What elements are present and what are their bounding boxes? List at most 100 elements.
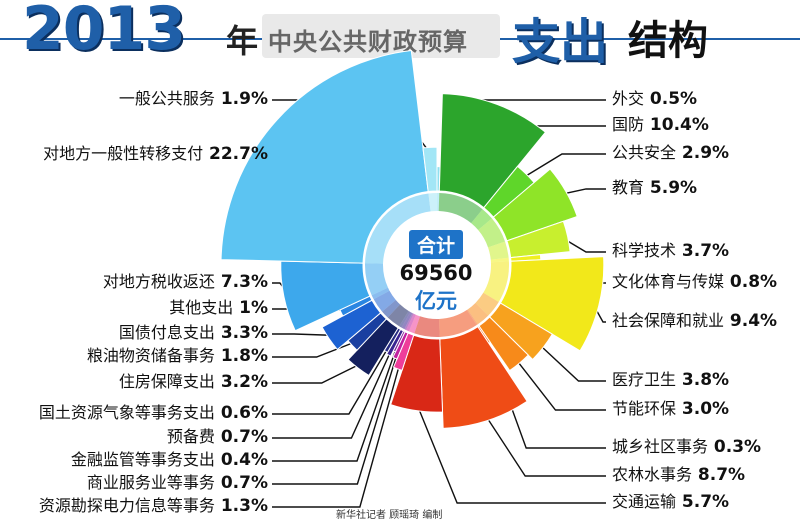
total-value: 69560 (399, 261, 473, 285)
slice-label-value: 0.7% (214, 473, 268, 493)
leader-line (272, 363, 401, 508)
leader-line (521, 153, 606, 180)
leader-line (272, 345, 390, 415)
center-total: 合计 69560 亿元 (386, 230, 486, 315)
slice-label-name: 农林水事务 (612, 465, 693, 484)
slice-label: 粮油物资储备事务 1.8% (87, 348, 268, 365)
title-subtitle: 中央公共财政预算 (268, 28, 468, 56)
slice-label: 社会保障和就业 9.4% (612, 313, 777, 330)
slice-label-name: 一般公共服务 (118, 89, 215, 108)
slice-label-value: 0.4% (214, 450, 268, 470)
slice-label: 商业服务业等事务 0.7% (87, 475, 268, 492)
slice-label: 公共安全 2.9% (612, 145, 729, 162)
slice-label-value: 10.4% (644, 115, 709, 135)
inner-ring-segment (478, 218, 506, 248)
slice-label-name: 城乡社区事务 (612, 437, 709, 456)
inner-ring-segment (405, 313, 416, 332)
slice-label-name: 国防 (612, 115, 645, 134)
slice-label: 对地方一般性转移支付 22.7% (43, 146, 268, 163)
chart-slices (220, 49, 605, 429)
inner-ring-segment (387, 304, 409, 327)
slice-label-value: 8.7% (692, 465, 746, 485)
slice-label-value: 2.9% (676, 143, 730, 163)
inner-ring-segment (483, 261, 509, 303)
slice-label: 交通运输 5.7% (612, 494, 729, 511)
slice-label-value: 0.8% (724, 272, 778, 292)
slice-label-value: 1.9% (214, 89, 268, 109)
leader-line (514, 358, 606, 411)
slice-label-name: 预备费 (166, 427, 215, 446)
slice-label-value: 9.4% (724, 311, 778, 331)
leader-line (272, 349, 393, 439)
slice-label-value: 3.7% (676, 241, 730, 261)
total-unit: 亿元 (415, 289, 457, 313)
inner-ring-segment (365, 263, 388, 296)
leader-line (272, 362, 363, 384)
inner-ring-segment (466, 309, 478, 326)
inner-ring-segment (439, 310, 477, 337)
slice-23 (422, 146, 438, 193)
slice-label-name: 国土资源气象等事务支出 (38, 403, 215, 422)
slice-label: 其他支出 1% (169, 300, 268, 317)
title-main-part2: 结构 (628, 18, 708, 64)
slice-label-name: 国债付息支出 (118, 323, 215, 342)
slice-label-value: 1.8% (214, 346, 268, 366)
slice-label: 一般公共服务 1.9% (119, 91, 268, 108)
slice-22 (220, 49, 429, 264)
leader-line (484, 414, 606, 477)
slice-label-value: 1% (233, 298, 268, 318)
slice-label: 资源勘探电力信息等事务 1.3% (39, 498, 268, 515)
slice-label-name: 金融监管等事务支出 (70, 450, 215, 469)
slice-1 (438, 93, 547, 209)
leader-line (272, 333, 335, 337)
inner-ring-segment (490, 257, 509, 263)
slice-label-value: 0.5% (644, 89, 698, 109)
slice-label: 国防 10.4% (612, 117, 709, 134)
slice-label: 节能环保 3.0% (612, 401, 729, 418)
title-main-part1: 支出 (512, 14, 609, 70)
slice-label-value: 3.8% (676, 370, 730, 390)
inner-ring-segment (371, 287, 390, 300)
leader-line (416, 404, 606, 504)
slice-label: 预备费 0.7% (167, 429, 268, 446)
inner-ring-segment (471, 209, 492, 231)
inner-ring-segment (488, 241, 509, 260)
inner-ring-segment (401, 311, 413, 330)
slice-label: 科学技术 3.7% (612, 243, 729, 260)
inner-ring-segment (408, 314, 420, 334)
title-year-suffix: 年 (226, 22, 259, 60)
slice-label-name: 粮油物资储备事务 (86, 346, 215, 365)
subtitle-banner (262, 14, 500, 58)
slice-label-name: 社会保障和就业 (612, 311, 725, 330)
slice-label-name: 外交 (612, 89, 645, 108)
inner-ring-segment (404, 313, 414, 330)
slice-label: 住房保障支出 3.2% (119, 374, 268, 391)
slice-label-value: 0.6% (214, 403, 268, 423)
slice-label: 对地方税收返还 7.3% (103, 274, 268, 291)
inner-ring-segment (438, 193, 483, 224)
slice-label: 文化体育与传媒 0.8% (612, 274, 777, 291)
inner-ring-segment (382, 299, 401, 318)
slice-label: 教育 5.9% (612, 180, 697, 197)
slice-label-name: 医疗卫生 (612, 370, 677, 389)
slice-label-value: 1.3% (214, 496, 268, 516)
slice-6 (499, 256, 605, 352)
total-label: 合计 (408, 230, 463, 259)
slice-11 (390, 334, 444, 413)
slice-label-value: 3.0% (676, 399, 730, 419)
slice-label: 城乡社区事务 0.3% (612, 439, 761, 456)
inner-ring-segment (428, 193, 437, 212)
inner-ring-segment (365, 193, 431, 264)
slice-label: 外交 0.5% (612, 91, 697, 108)
slice-10 (439, 326, 528, 429)
leader-line (272, 352, 399, 485)
slice-label-value: 3.2% (214, 372, 268, 392)
leader-line (538, 343, 606, 382)
slice-label: 农林水事务 8.7% (612, 467, 745, 484)
inner-ring-segment (399, 310, 411, 328)
slice-label-value: 5.7% (676, 492, 730, 512)
slice-label: 国债付息支出 3.3% (119, 325, 268, 342)
slice-label-value: 5.9% (644, 178, 698, 198)
